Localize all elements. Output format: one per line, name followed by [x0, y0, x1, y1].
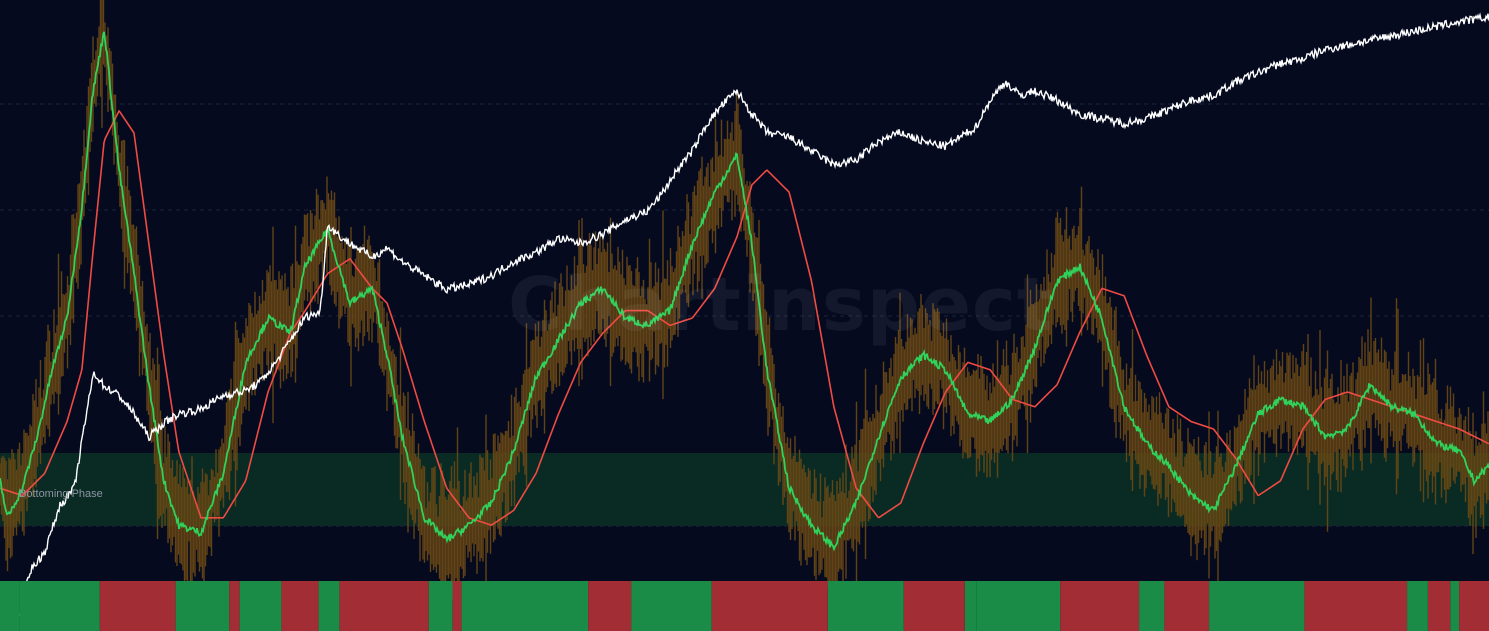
slow-line-layer — [0, 109, 1489, 526]
phase-segment-21 — [976, 581, 1061, 631]
watermark-text: Chartinspect — [508, 262, 1054, 348]
phase-segment-24 — [1164, 581, 1210, 631]
phase-segment-14 — [588, 581, 632, 631]
phase-segment-5 — [229, 581, 240, 631]
price-line-layer — [0, 12, 1489, 630]
phase-segment-20 — [964, 581, 977, 631]
phase-segment-4 — [175, 581, 230, 631]
phase-segment-18 — [827, 581, 904, 631]
bottoming-phase-label: Bottoming Phase — [19, 488, 103, 500]
slow-ma-line — [0, 109, 1489, 526]
phase-segment-1 — [0, 581, 20, 631]
phase-segment-11 — [452, 581, 462, 631]
phase-segment-7 — [281, 581, 319, 631]
phase-segment-12 — [461, 581, 477, 631]
phase-segment-8 — [318, 581, 340, 631]
phase-segment-19 — [903, 581, 965, 631]
phase-bar-layer — [0, 581, 1489, 631]
phase-segment-2 — [19, 581, 100, 631]
price-line — [0, 12, 1489, 630]
fast-ma-line — [0, 31, 1489, 552]
phase-segment-3 — [99, 581, 176, 631]
gridlines — [0, 103, 1489, 527]
phase-segment-28 — [1407, 581, 1428, 631]
fast-line-layer — [0, 31, 1489, 552]
phase-segment-29 — [1428, 581, 1451, 631]
phase-segment-25 — [1209, 581, 1305, 631]
phase-segment-27 — [1352, 581, 1408, 631]
phase-segment-30 — [1450, 581, 1460, 631]
phase-segment-9 — [339, 581, 429, 631]
phase-segment-6 — [239, 581, 282, 631]
phase-segment-13 — [476, 581, 589, 631]
phase-segment-17 — [738, 581, 828, 631]
phase-segment-22 — [1060, 581, 1140, 631]
phase-segment-31 — [1459, 581, 1489, 631]
phase-segment-16 — [711, 581, 739, 631]
phase-segment-26 — [1304, 581, 1352, 631]
phase-segment-10 — [428, 581, 453, 631]
phase-segment-15 — [631, 581, 712, 631]
phase-segment-23 — [1139, 581, 1165, 631]
